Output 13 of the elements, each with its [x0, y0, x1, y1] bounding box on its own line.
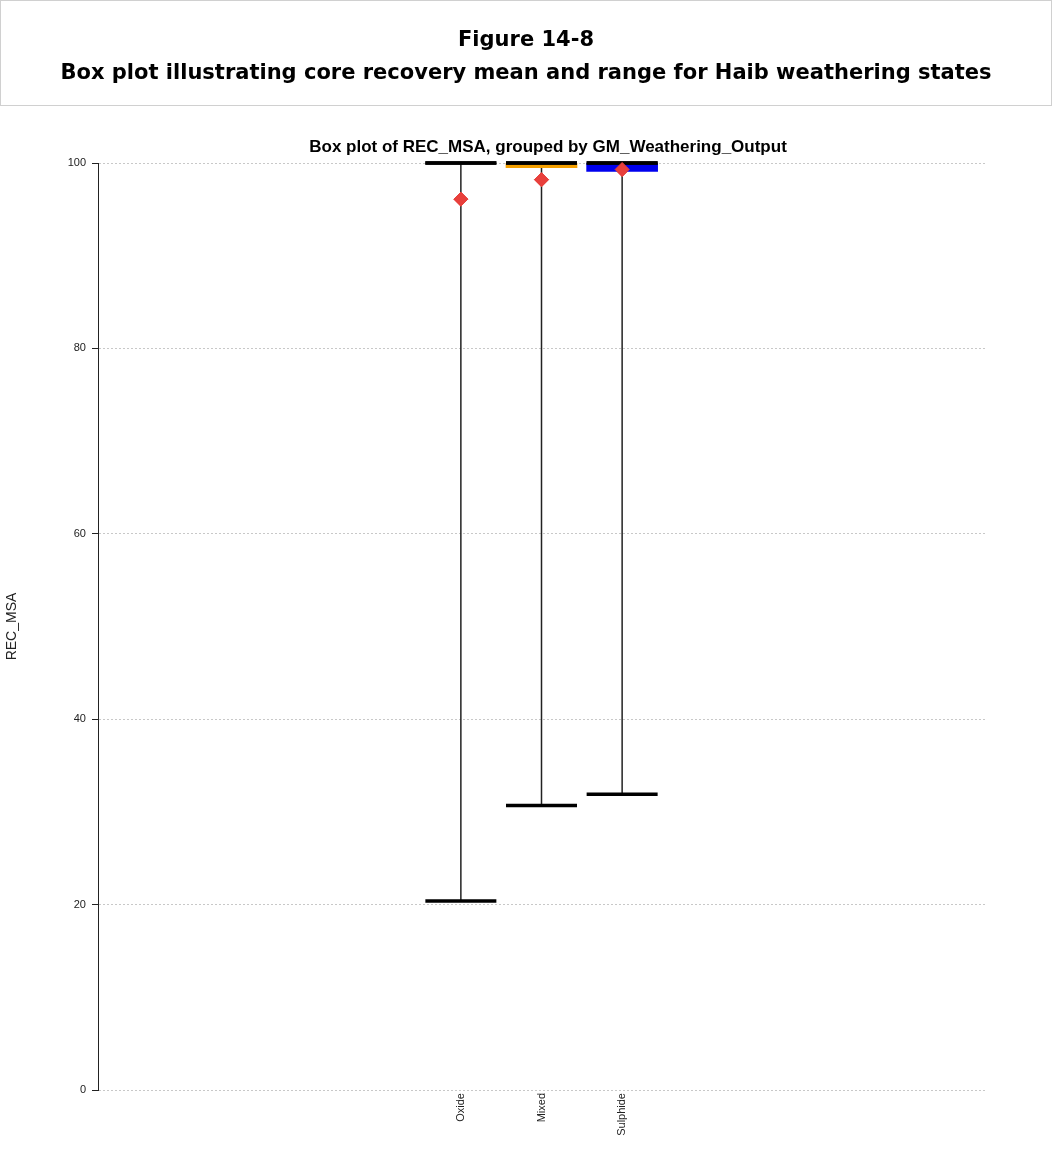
chart-subtitle: Box plot illustrating core recovery mean and range for Haib weathering states: [59, 59, 993, 86]
y-tick-label: 40: [73, 712, 86, 725]
x-tick-label: Oxide: [453, 1093, 466, 1122]
y-tick-label: 0: [79, 1083, 86, 1096]
y-tick-label: 80: [73, 341, 86, 354]
y-tick-label: 100: [67, 156, 86, 169]
x-tick-label: Sulphide: [615, 1093, 628, 1136]
y-tick-label: 60: [73, 526, 86, 539]
y-axis-title: REC_MSA: [3, 592, 20, 661]
x-tick-label: Mixed: [534, 1093, 547, 1123]
y-tick-label: 20: [73, 897, 86, 910]
chart-title: Figure 14-8: [457, 26, 595, 53]
text: Box plot of REC_MSA, grouped by GM_Weathering_Output: [309, 137, 788, 156]
